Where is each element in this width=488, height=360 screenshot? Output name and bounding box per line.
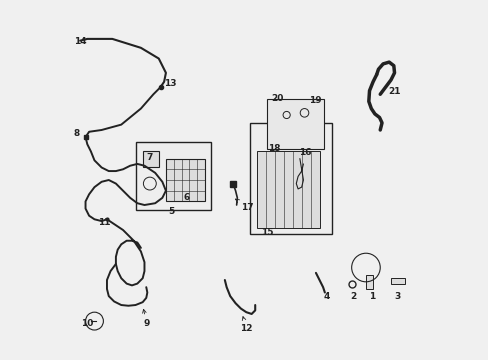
Text: 8: 8 — [74, 129, 80, 138]
FancyBboxPatch shape — [135, 143, 210, 210]
Text: 3: 3 — [394, 292, 400, 301]
Text: 16: 16 — [298, 148, 311, 157]
Text: 11: 11 — [98, 218, 110, 227]
Text: 17: 17 — [235, 199, 253, 212]
Bar — [257, 152, 319, 228]
Text: 1: 1 — [368, 292, 374, 301]
Bar — [165, 158, 205, 202]
Text: 19: 19 — [308, 96, 321, 105]
FancyBboxPatch shape — [249, 123, 331, 234]
Text: 20: 20 — [271, 94, 283, 103]
Text: 9: 9 — [142, 309, 150, 328]
Text: 4: 4 — [323, 292, 329, 301]
Text: 21: 21 — [387, 87, 400, 96]
Text: 18: 18 — [267, 144, 280, 153]
Text: 7: 7 — [146, 153, 152, 162]
Text: 14: 14 — [74, 37, 86, 46]
Text: 5: 5 — [168, 207, 174, 216]
Text: 2: 2 — [349, 292, 355, 301]
Text: 13: 13 — [164, 80, 176, 89]
Text: 10: 10 — [81, 319, 93, 328]
Text: 6: 6 — [183, 193, 190, 202]
Text: 12: 12 — [240, 317, 252, 333]
Bar — [365, 275, 372, 289]
Bar — [142, 152, 159, 167]
FancyBboxPatch shape — [266, 99, 324, 149]
Bar — [390, 278, 405, 284]
Text: 15: 15 — [260, 228, 272, 237]
